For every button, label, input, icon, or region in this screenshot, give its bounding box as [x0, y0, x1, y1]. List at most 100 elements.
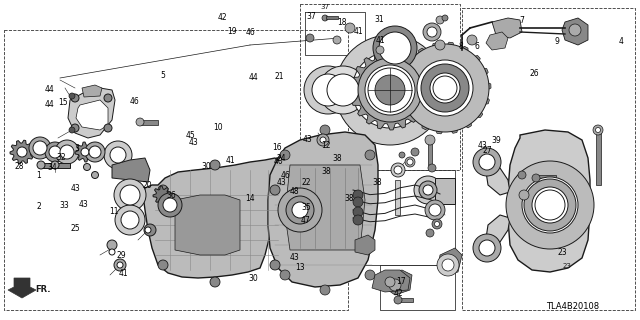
Text: 42: 42	[393, 289, 403, 298]
Circle shape	[423, 23, 441, 41]
Circle shape	[280, 150, 290, 160]
Text: 9: 9	[554, 37, 559, 46]
Circle shape	[107, 240, 117, 250]
Circle shape	[304, 66, 352, 114]
Circle shape	[437, 254, 459, 276]
Bar	[398, 298, 413, 302]
Circle shape	[365, 65, 415, 115]
Circle shape	[405, 157, 415, 167]
Text: FR.: FR.	[35, 285, 51, 294]
Text: 46: 46	[280, 172, 291, 180]
Text: 41: 41	[376, 36, 386, 45]
Circle shape	[89, 146, 101, 158]
Text: 14: 14	[244, 194, 255, 203]
Text: 33: 33	[59, 201, 69, 210]
Polygon shape	[485, 155, 510, 195]
Circle shape	[49, 146, 61, 158]
Text: 6: 6	[474, 42, 479, 51]
Text: 43: 43	[79, 200, 89, 209]
Circle shape	[60, 145, 74, 159]
Circle shape	[286, 196, 314, 224]
Circle shape	[368, 68, 412, 112]
Polygon shape	[385, 270, 412, 295]
Text: 30: 30	[202, 162, 212, 171]
Circle shape	[352, 52, 428, 128]
Polygon shape	[143, 158, 282, 278]
Text: 43: 43	[188, 138, 198, 147]
Circle shape	[69, 127, 75, 133]
Circle shape	[358, 58, 422, 122]
Text: 47: 47	[301, 216, 311, 225]
Bar	[326, 16, 338, 19]
Circle shape	[81, 148, 89, 156]
Circle shape	[436, 16, 444, 24]
Text: 16: 16	[272, 143, 282, 152]
Text: 13: 13	[294, 263, 305, 272]
Circle shape	[114, 259, 126, 271]
Circle shape	[426, 229, 434, 237]
Polygon shape	[486, 32, 508, 50]
Circle shape	[414, 176, 442, 204]
Polygon shape	[562, 18, 588, 45]
Text: 36: 36	[166, 191, 177, 200]
Polygon shape	[82, 85, 102, 97]
Circle shape	[524, 179, 576, 231]
Text: 12: 12	[322, 141, 331, 150]
Text: 41: 41	[118, 269, 129, 278]
Circle shape	[373, 26, 417, 70]
Bar	[596, 130, 601, 185]
Text: 44: 44	[248, 73, 259, 82]
Circle shape	[518, 171, 526, 179]
Circle shape	[55, 140, 79, 164]
Circle shape	[435, 221, 440, 227]
Text: 46: 46	[129, 97, 140, 106]
Text: 38: 38	[321, 167, 332, 176]
Circle shape	[435, 40, 445, 50]
Text: 37: 37	[307, 12, 317, 21]
Text: 25: 25	[70, 224, 81, 233]
Circle shape	[158, 185, 168, 195]
Text: 32: 32	[56, 153, 66, 162]
Text: 15: 15	[58, 98, 68, 107]
Polygon shape	[350, 50, 430, 130]
Circle shape	[37, 161, 45, 169]
Circle shape	[417, 60, 473, 116]
Circle shape	[467, 35, 477, 45]
Circle shape	[306, 34, 314, 42]
Text: 46: 46	[246, 28, 256, 37]
Circle shape	[210, 160, 220, 170]
Circle shape	[593, 125, 603, 135]
Circle shape	[320, 137, 326, 143]
Circle shape	[442, 259, 454, 271]
Circle shape	[425, 200, 445, 220]
Circle shape	[280, 270, 290, 280]
Text: 38: 38	[332, 154, 342, 163]
Text: 38: 38	[344, 194, 354, 203]
Circle shape	[425, 135, 435, 145]
Bar	[40, 163, 70, 168]
Circle shape	[322, 15, 328, 21]
Circle shape	[407, 159, 413, 165]
Text: 29: 29	[116, 252, 127, 260]
Circle shape	[532, 174, 540, 182]
Circle shape	[69, 93, 75, 99]
Circle shape	[430, 73, 460, 103]
Text: 23: 23	[557, 248, 567, 257]
Circle shape	[335, 35, 445, 145]
Circle shape	[427, 27, 437, 37]
Polygon shape	[372, 270, 410, 292]
Circle shape	[385, 277, 395, 287]
Text: 23: 23	[563, 263, 571, 269]
Circle shape	[320, 125, 330, 135]
Circle shape	[379, 32, 411, 64]
Circle shape	[411, 148, 419, 156]
Circle shape	[376, 46, 384, 54]
Text: 41: 41	[225, 156, 236, 165]
Circle shape	[519, 190, 529, 200]
Circle shape	[353, 215, 363, 225]
Circle shape	[85, 142, 105, 162]
Circle shape	[292, 202, 308, 218]
Text: 7: 7	[519, 16, 524, 25]
Text: 2: 2	[36, 202, 41, 211]
Text: 43: 43	[70, 184, 81, 193]
